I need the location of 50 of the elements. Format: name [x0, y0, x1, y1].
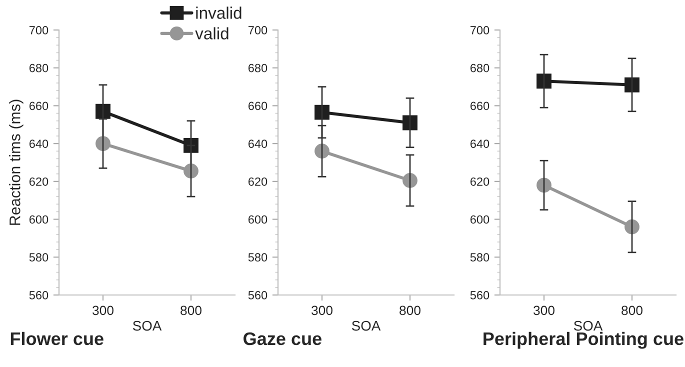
y-tick-label: 640 — [470, 140, 490, 148]
x-axis-title: SOA — [352, 320, 381, 331]
point — [624, 219, 640, 234]
y-tick-label: 620 — [29, 177, 48, 186]
y-tick-label: 660 — [29, 102, 48, 110]
y-tick-label: 580 — [470, 253, 490, 262]
y-tick-label: 680 — [29, 64, 48, 72]
y-tick-label: 600 — [470, 215, 490, 224]
y-tick-label: 700 — [29, 26, 48, 34]
text: Peripheral Pointing cue — [484, 332, 684, 349]
y-tick-label: 580 — [248, 253, 268, 262]
y-tick-label: 640 — [29, 140, 48, 148]
point — [184, 164, 198, 178]
x-tick-label: 300 — [311, 306, 332, 316]
legend-label: invalid — [196, 6, 242, 19]
point — [402, 173, 418, 188]
x-tick-label: 300 — [533, 306, 554, 316]
point — [96, 136, 110, 152]
y-axis-title: Reaction tims (ms) — [9, 100, 24, 225]
y-tick-label: 660 — [470, 102, 490, 110]
x-tick-label: 800 — [622, 306, 642, 316]
point — [402, 115, 418, 130]
y-tick-label: 660 — [248, 102, 268, 110]
point — [536, 178, 552, 193]
x-axis-title: SOA — [574, 320, 603, 331]
point — [314, 104, 330, 120]
x-tick-label: 800 — [400, 306, 420, 316]
y-tick-label: 580 — [29, 253, 48, 262]
y-tick-label: 560 — [248, 291, 268, 300]
point — [536, 74, 552, 89]
y-tick-label: 600 — [248, 215, 268, 224]
y-tick-label: 600 — [29, 215, 48, 224]
point — [96, 104, 110, 119]
y-tick-label: 700 — [248, 26, 268, 34]
x-tick-label: 800 — [180, 306, 202, 316]
y-tick-label: 640 — [248, 140, 268, 148]
x-tick-label: 300 — [92, 306, 114, 316]
y-tick-label: 620 — [248, 177, 268, 186]
point — [624, 77, 640, 92]
legend-label: valid — [195, 27, 228, 40]
y-tick-label: 680 — [470, 64, 490, 72]
y-tick-label: 680 — [248, 64, 268, 72]
y-tick-label: 620 — [470, 177, 490, 186]
y-tick-label: 700 — [470, 26, 490, 34]
y-tick-label: 560 — [29, 291, 48, 300]
text: Flower cue — [10, 332, 104, 346]
point — [314, 144, 330, 159]
text: Gaze cue — [244, 332, 322, 346]
x-axis-title: SOA — [132, 320, 162, 331]
y-tick-label: 560 — [470, 291, 490, 300]
